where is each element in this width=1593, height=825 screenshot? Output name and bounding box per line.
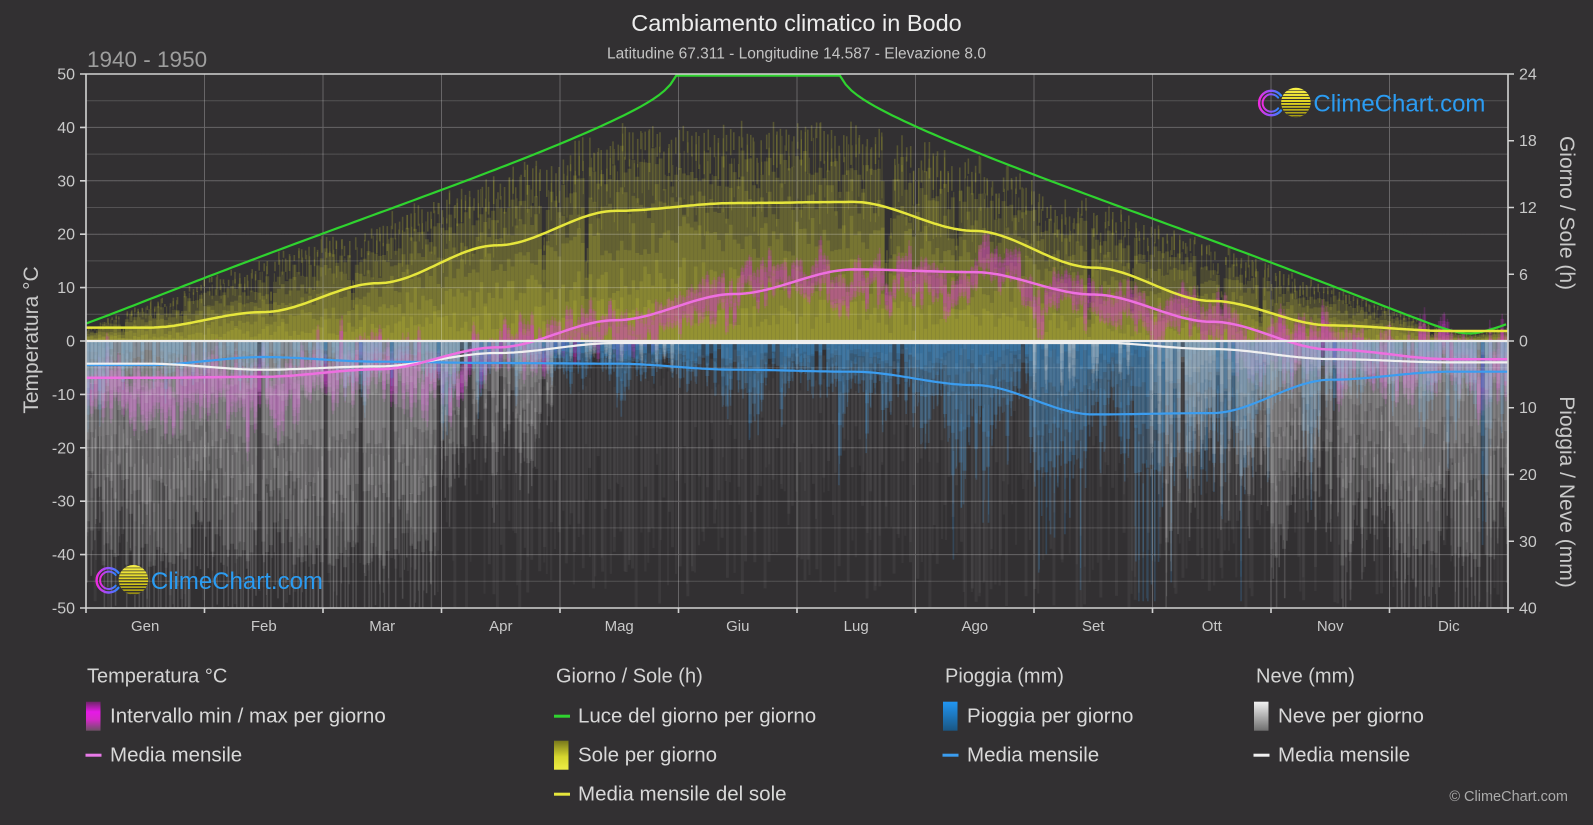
svg-text:10: 10 <box>57 280 75 297</box>
svg-text:40: 40 <box>1519 601 1537 618</box>
svg-text:50: 50 <box>57 67 75 84</box>
svg-text:Temperatura °C: Temperatura °C <box>87 666 227 688</box>
svg-text:24: 24 <box>1519 67 1537 84</box>
svg-text:Feb: Feb <box>251 618 277 635</box>
svg-text:Ago: Ago <box>961 618 988 635</box>
svg-text:Media mensile: Media mensile <box>1278 744 1410 767</box>
svg-text:-20: -20 <box>52 440 75 457</box>
svg-text:Media mensile: Media mensile <box>110 744 242 767</box>
svg-text:Cambiamento climatico in Bodo: Cambiamento climatico in Bodo <box>631 10 961 36</box>
svg-text:ClimeChart.com: ClimeChart.com <box>151 568 323 595</box>
svg-text:Pioggia / Neve (mm): Pioggia / Neve (mm) <box>1555 396 1578 587</box>
svg-text:Sole per giorno: Sole per giorno <box>578 744 717 767</box>
svg-text:Mag: Mag <box>605 618 634 635</box>
svg-text:Giorno / Sole (h): Giorno / Sole (h) <box>1555 136 1578 290</box>
svg-text:Latitudine 67.311 - Longitudin: Latitudine 67.311 - Longitudine 14.587 -… <box>607 46 986 63</box>
svg-text:Gen: Gen <box>131 618 159 635</box>
svg-text:0: 0 <box>66 334 75 351</box>
svg-text:Mar: Mar <box>369 618 395 635</box>
svg-text:Lug: Lug <box>844 618 869 635</box>
svg-text:10: 10 <box>1519 400 1537 417</box>
svg-text:Luce del giorno per giorno: Luce del giorno per giorno <box>578 705 816 728</box>
svg-text:Dic: Dic <box>1438 618 1460 635</box>
svg-text:30: 30 <box>57 173 75 190</box>
svg-text:Temperatura °C: Temperatura °C <box>20 266 43 413</box>
svg-text:Giorno / Sole (h): Giorno / Sole (h) <box>556 666 703 688</box>
svg-text:20: 20 <box>57 227 75 244</box>
svg-text:Giu: Giu <box>726 618 749 635</box>
svg-text:-50: -50 <box>52 601 75 618</box>
svg-text:-10: -10 <box>52 387 75 404</box>
svg-text:Nov: Nov <box>1317 618 1344 635</box>
svg-text:Intervallo min / max per giorn: Intervallo min / max per giorno <box>110 705 386 728</box>
svg-text:-40: -40 <box>52 547 75 564</box>
svg-text:1940 - 1950: 1940 - 1950 <box>87 47 207 72</box>
svg-text:6: 6 <box>1519 267 1528 284</box>
svg-text:0: 0 <box>1519 334 1528 351</box>
svg-text:12: 12 <box>1519 200 1537 217</box>
svg-text:30: 30 <box>1519 534 1537 551</box>
svg-text:40: 40 <box>57 120 75 137</box>
svg-text:ClimeChart.com: ClimeChart.com <box>1313 91 1485 118</box>
svg-text:-30: -30 <box>52 494 75 511</box>
svg-text:Pioggia per giorno: Pioggia per giorno <box>967 705 1133 728</box>
svg-text:Pioggia (mm): Pioggia (mm) <box>945 666 1064 688</box>
svg-text:Ott: Ott <box>1202 618 1223 635</box>
svg-text:© ClimeChart.com: © ClimeChart.com <box>1449 789 1568 805</box>
svg-text:Apr: Apr <box>489 618 512 635</box>
svg-text:Set: Set <box>1082 618 1105 635</box>
svg-text:Neve (mm): Neve (mm) <box>1256 666 1355 688</box>
svg-text:Media mensile del sole: Media mensile del sole <box>578 783 787 806</box>
svg-text:Neve per giorno: Neve per giorno <box>1278 705 1424 728</box>
svg-text:Media mensile: Media mensile <box>967 744 1099 767</box>
svg-text:18: 18 <box>1519 133 1537 150</box>
svg-text:20: 20 <box>1519 467 1537 484</box>
